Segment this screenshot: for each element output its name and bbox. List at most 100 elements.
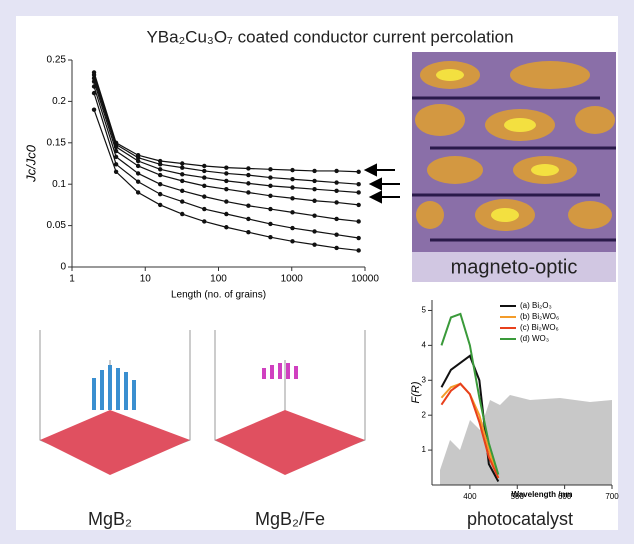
y-tick-label: 0.25 bbox=[47, 55, 67, 66]
point bbox=[136, 190, 140, 194]
y-axis-label: Jc/Jc0 bbox=[23, 144, 38, 183]
point bbox=[180, 179, 184, 183]
point bbox=[158, 182, 162, 186]
point bbox=[334, 217, 338, 221]
point bbox=[312, 179, 316, 183]
point bbox=[334, 169, 338, 173]
point bbox=[356, 170, 360, 174]
point bbox=[246, 204, 250, 208]
legend-label: (c) Bi₂WO₆ bbox=[520, 323, 559, 332]
point bbox=[290, 196, 294, 200]
point bbox=[224, 179, 228, 183]
point bbox=[268, 235, 272, 239]
x-tick-label: 10000 bbox=[351, 274, 379, 285]
y-axis-label: F(R) bbox=[410, 381, 422, 403]
point bbox=[158, 192, 162, 196]
caption: MgB₂/Fe bbox=[255, 509, 325, 529]
point bbox=[158, 173, 162, 177]
point bbox=[290, 239, 294, 243]
point bbox=[290, 177, 294, 181]
y-tick-label: 0.15 bbox=[47, 137, 67, 148]
x-tick-label: 400 bbox=[463, 492, 477, 501]
y-tick-label: 4 bbox=[422, 340, 427, 349]
point bbox=[268, 175, 272, 179]
point bbox=[312, 169, 316, 173]
y-tick-label: 0.05 bbox=[47, 220, 67, 231]
y-tick-label: 0.2 bbox=[52, 96, 66, 107]
point bbox=[202, 169, 206, 173]
point bbox=[312, 213, 316, 217]
point bbox=[224, 171, 228, 175]
point bbox=[136, 164, 140, 168]
y-tick-label: 0.1 bbox=[52, 179, 66, 190]
point bbox=[202, 175, 206, 179]
y-tick-label: 3 bbox=[422, 375, 427, 384]
point bbox=[180, 172, 184, 176]
point bbox=[158, 162, 162, 166]
point bbox=[92, 107, 96, 111]
x-tick-label: 1000 bbox=[281, 274, 304, 285]
point bbox=[224, 199, 228, 203]
point bbox=[180, 212, 184, 216]
point bbox=[246, 181, 250, 185]
title: YBa₂Cu₃O₇ coated conductor current perco… bbox=[146, 27, 513, 46]
point bbox=[158, 203, 162, 207]
point bbox=[202, 164, 206, 168]
point bbox=[312, 187, 316, 191]
point bbox=[356, 182, 360, 186]
point bbox=[136, 159, 140, 163]
caption: magneto-optic bbox=[451, 256, 578, 278]
magneto-optic-image bbox=[412, 52, 616, 282]
point bbox=[180, 199, 184, 203]
point bbox=[180, 165, 184, 169]
point bbox=[268, 167, 272, 171]
point bbox=[246, 190, 250, 194]
point bbox=[246, 173, 250, 177]
point bbox=[114, 170, 118, 174]
point bbox=[290, 226, 294, 230]
figure: YBa₂Cu₃O₇ coated conductor current perco… bbox=[0, 0, 634, 544]
point bbox=[268, 184, 272, 188]
y-tick-label: 2 bbox=[422, 410, 427, 419]
point bbox=[312, 199, 316, 203]
y-tick-label: 1 bbox=[422, 445, 427, 454]
x-tick-label: 10 bbox=[140, 274, 152, 285]
point bbox=[202, 194, 206, 198]
point bbox=[92, 84, 96, 88]
point bbox=[334, 180, 338, 184]
point bbox=[224, 187, 228, 191]
point bbox=[312, 229, 316, 233]
point bbox=[136, 171, 140, 175]
caption: photocatalyst bbox=[467, 509, 573, 529]
legend-label: (d) WO₃ bbox=[520, 334, 549, 343]
point bbox=[202, 207, 206, 211]
point bbox=[224, 212, 228, 216]
point bbox=[312, 242, 316, 246]
point bbox=[246, 230, 250, 234]
point bbox=[334, 200, 338, 204]
point bbox=[334, 246, 338, 250]
point bbox=[92, 79, 96, 83]
point bbox=[356, 248, 360, 252]
point bbox=[268, 222, 272, 226]
point bbox=[290, 210, 294, 214]
x-axis-label: Length (no. of grains) bbox=[171, 290, 266, 301]
point bbox=[356, 219, 360, 223]
x-axis-label: Wavelength /nm bbox=[511, 490, 572, 499]
legend-label: (a) Bi₂O₃ bbox=[520, 301, 552, 310]
point bbox=[290, 185, 294, 189]
point bbox=[136, 180, 140, 184]
y-tick-label: 5 bbox=[422, 306, 427, 315]
point bbox=[246, 166, 250, 170]
x-tick-label: 700 bbox=[605, 492, 619, 501]
x-tick-label: 1 bbox=[69, 274, 75, 285]
point bbox=[202, 219, 206, 223]
arrows bbox=[366, 165, 400, 202]
point bbox=[224, 225, 228, 229]
point bbox=[356, 203, 360, 207]
point bbox=[334, 189, 338, 193]
point bbox=[224, 165, 228, 169]
point bbox=[290, 168, 294, 172]
legend-label: (b) Bi₂WO₆ bbox=[520, 312, 559, 321]
y-tick-label: 0 bbox=[60, 262, 66, 273]
